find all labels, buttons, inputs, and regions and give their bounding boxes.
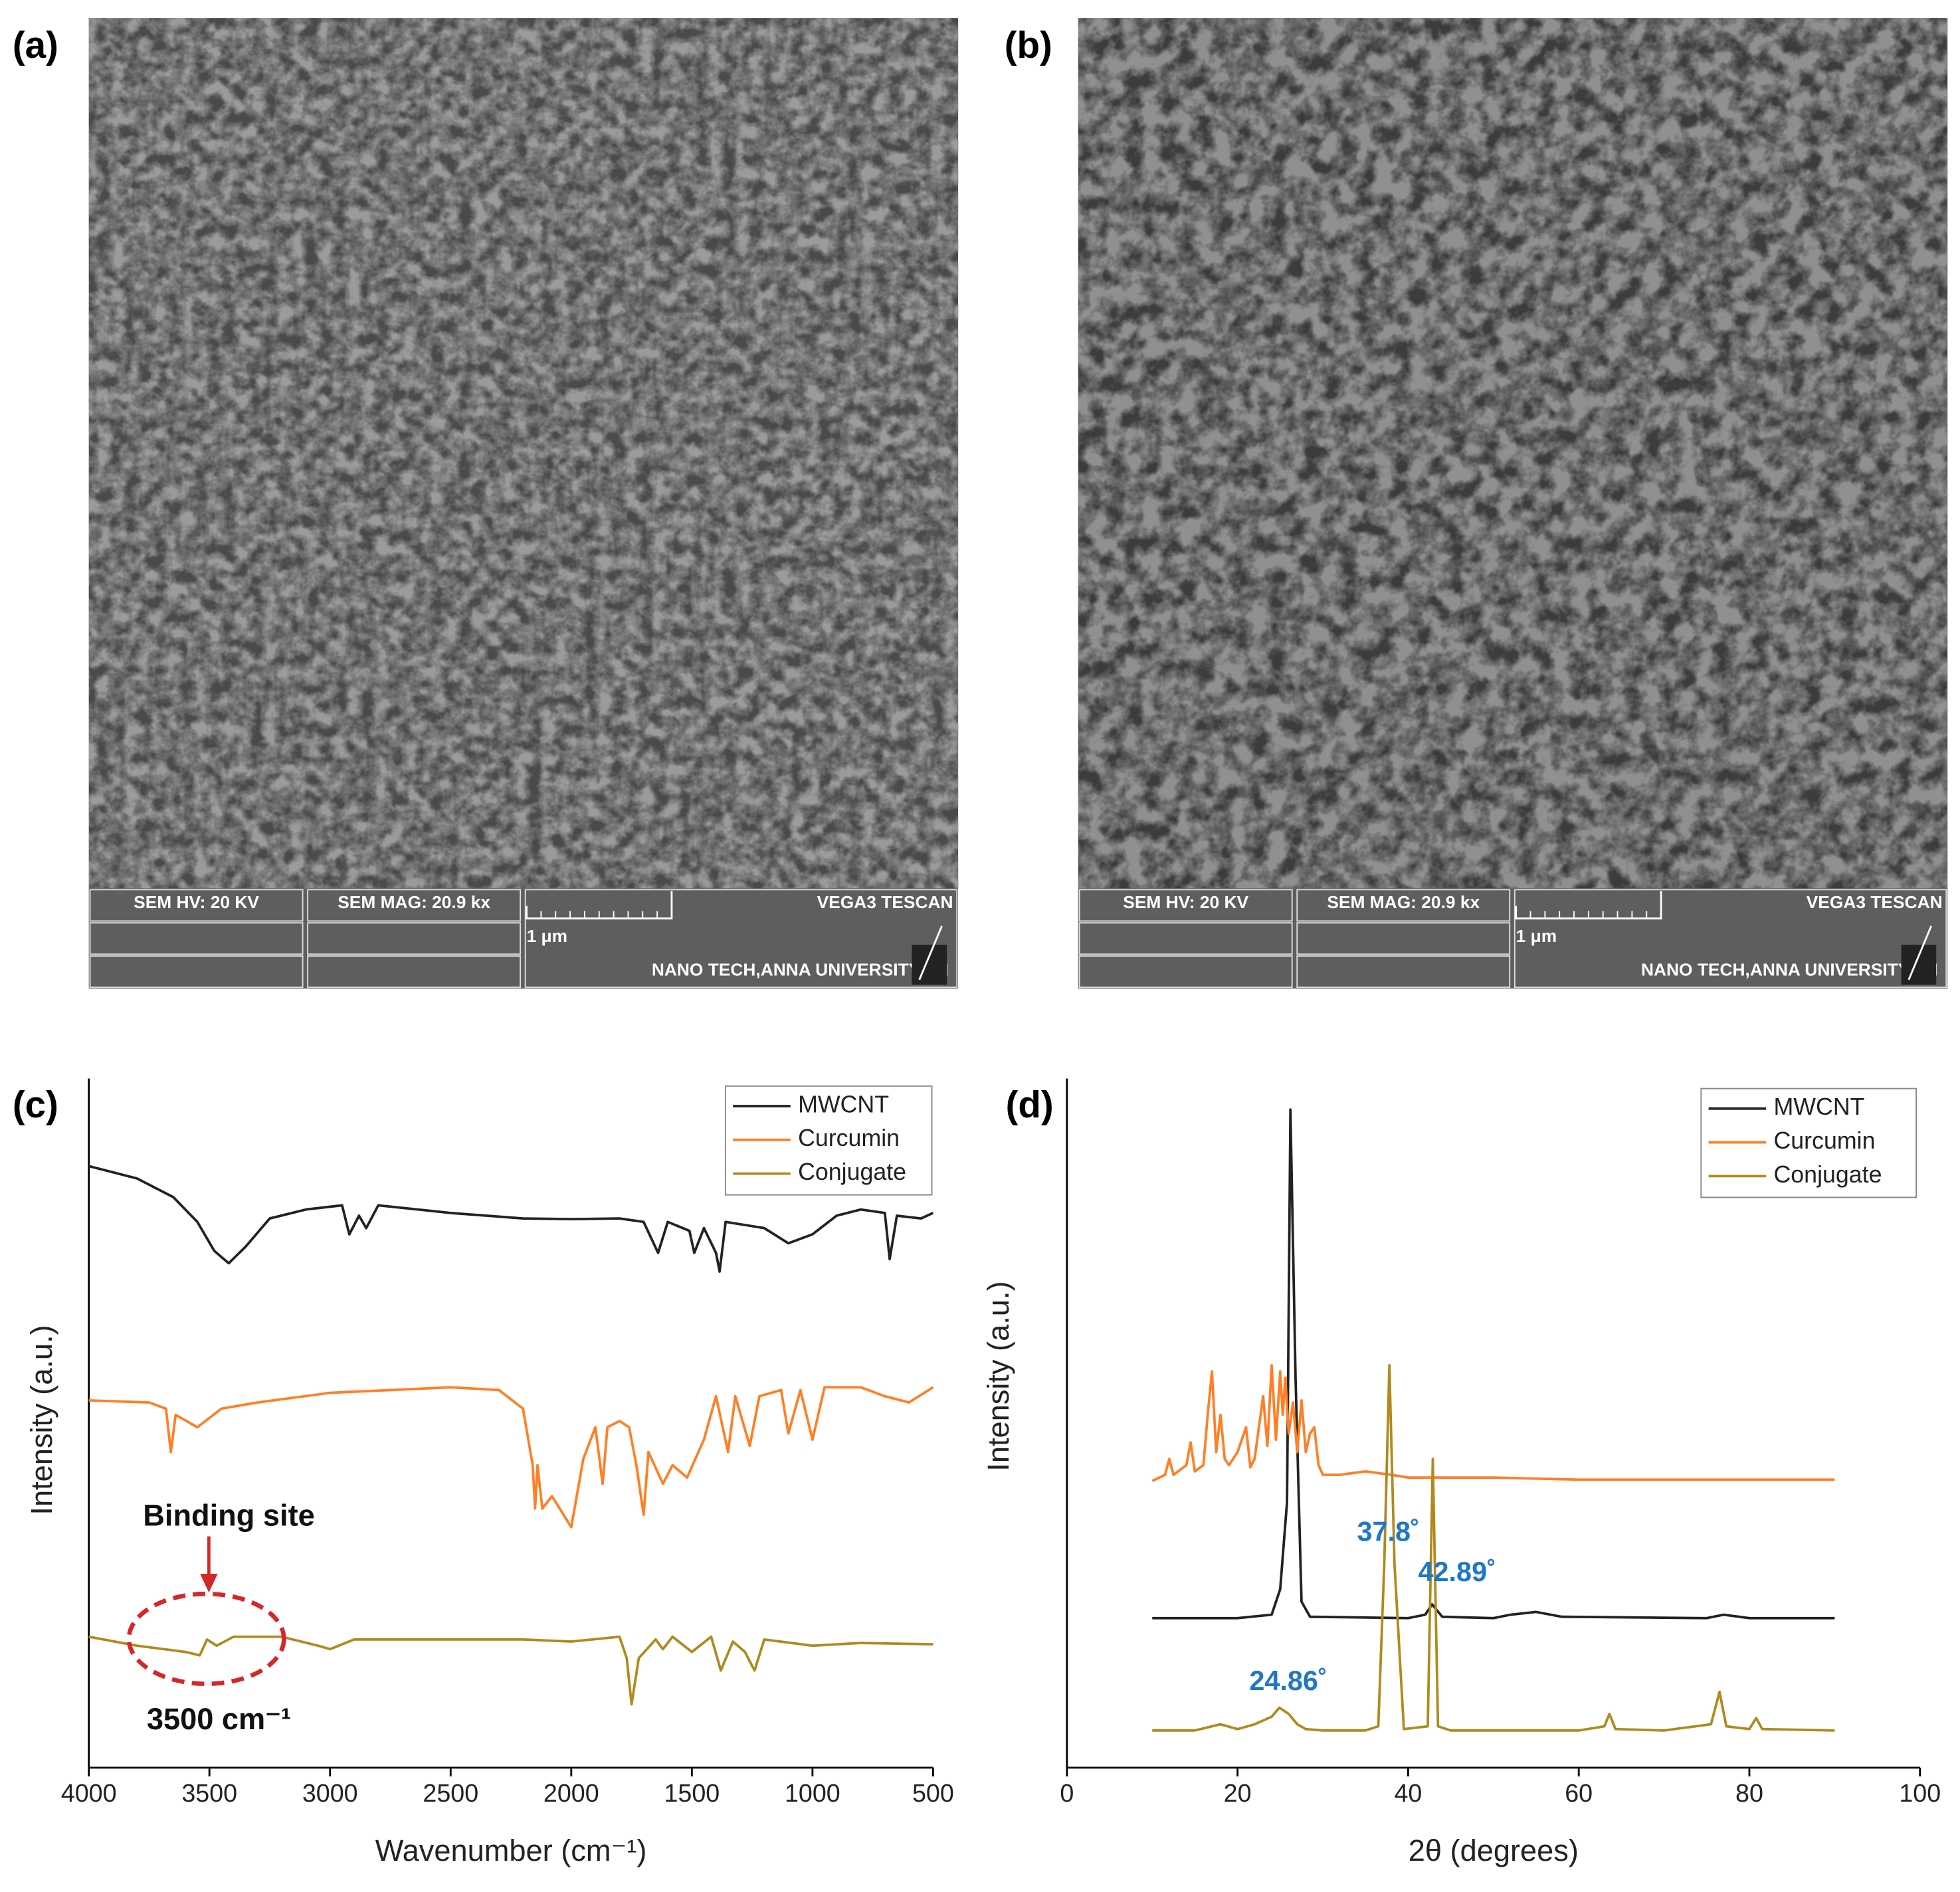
annotation: 37.8˚ <box>1357 1517 1419 1547</box>
x-tick-label: 3500 <box>181 1779 237 1807</box>
panel-label: (c) <box>13 1084 58 1125</box>
sem-info-bar <box>1078 888 1948 989</box>
x-tick-label: 20 <box>1224 1779 1252 1807</box>
spectrum-line <box>88 1386 934 1529</box>
legend-label: MWCNT <box>1773 1093 1864 1120</box>
annotation: Binding site <box>143 1498 314 1532</box>
sem-lab: NANO TECH,ANNA UNIVERSITY,CH <box>652 960 949 980</box>
sem-brand: VEGA3 TESCAN <box>817 892 953 912</box>
x-tick-label: 80 <box>1735 1779 1763 1807</box>
legend-label: Curcumin <box>1773 1127 1875 1154</box>
sem-cell <box>524 889 958 989</box>
sem-brand: VEGA3 TESCAN <box>1807 892 1943 912</box>
x-tick-label: 1500 <box>664 1779 720 1807</box>
x-tick-label: 100 <box>1899 1779 1941 1807</box>
x-tick-label: 2000 <box>543 1779 599 1807</box>
sem-hv: SEM HV: 20 KV <box>1123 892 1248 912</box>
spectrum-line <box>88 1635 933 1706</box>
sem-cell <box>1296 955 1511 989</box>
sem-scale-label: 1 μm <box>1516 926 1557 946</box>
legend-label: Conjugate <box>1773 1161 1882 1188</box>
sem-cell <box>1296 889 1511 922</box>
panel-label: (a) <box>13 24 58 66</box>
sem-texture <box>1078 18 1948 889</box>
binding-site-ellipse <box>126 1591 286 1687</box>
legend-label: Conjugate <box>798 1159 906 1185</box>
sem-hv: SEM HV: 20 KV <box>134 892 259 912</box>
panel-label: (b) <box>1005 24 1052 66</box>
sem-cell <box>1078 955 1293 989</box>
panel-label: (d) <box>1006 1084 1054 1125</box>
spectrum-line <box>1152 1364 1835 1732</box>
sem-icon <box>912 945 947 985</box>
x-tick-label: 4000 <box>61 1779 117 1807</box>
sem-cell <box>89 889 304 922</box>
sem-cell <box>307 922 522 955</box>
sem-cell <box>1078 922 1293 955</box>
sem-info-bar <box>88 888 959 989</box>
y-axis-title: Intensity (a.u.) <box>25 1325 58 1515</box>
sem-cell <box>89 955 304 989</box>
sem-icon <box>1901 945 1937 985</box>
x-axis-title: 2θ (degrees) <box>1409 1834 1579 1867</box>
annotation-arrowhead <box>200 1574 218 1593</box>
spectrum-line <box>88 1165 934 1273</box>
x-tick-label: 1000 <box>785 1779 840 1807</box>
sem-scale-label: 1 μm <box>527 926 568 946</box>
x-tick-label: 0 <box>1060 1779 1074 1807</box>
y-axis-title: Intensity (a.u.) <box>981 1281 1015 1471</box>
sem-cell <box>1514 889 1947 989</box>
sem-mag: SEM MAG: 20.9 kx <box>338 892 490 912</box>
sem-cell <box>307 889 522 922</box>
x-tick-label: 2500 <box>423 1779 478 1807</box>
sem-lab: NANO TECH,ANNA UNIVERSITY,CH <box>1641 960 1938 980</box>
annotation: 42.89˚ <box>1419 1557 1496 1587</box>
sem-cell <box>1296 922 1511 955</box>
legend-label: MWCNT <box>798 1091 889 1117</box>
legend-label: Curcumin <box>798 1125 900 1151</box>
sem-cell <box>307 955 522 989</box>
x-tick-label: 60 <box>1565 1779 1593 1807</box>
sem-cell <box>1078 889 1293 922</box>
spectrum-line <box>1151 1364 1835 1483</box>
x-tick-label: 3000 <box>302 1779 358 1807</box>
sem-icon-pen <box>1908 925 1933 981</box>
sem-cell <box>89 922 304 955</box>
spectrum-line <box>1152 1108 1835 1620</box>
sem-icon-pen <box>918 925 943 981</box>
annotation: 3500 cm⁻¹ <box>147 1702 291 1736</box>
annotation: 24.86˚ <box>1249 1665 1327 1696</box>
x-tick-label: 40 <box>1394 1779 1422 1807</box>
sem-texture <box>88 18 959 889</box>
x-tick-label: 500 <box>912 1779 954 1807</box>
x-axis-title: Wavenumber (cm⁻¹) <box>375 1834 647 1867</box>
sem-mag: SEM MAG: 20.9 kx <box>1327 892 1480 912</box>
